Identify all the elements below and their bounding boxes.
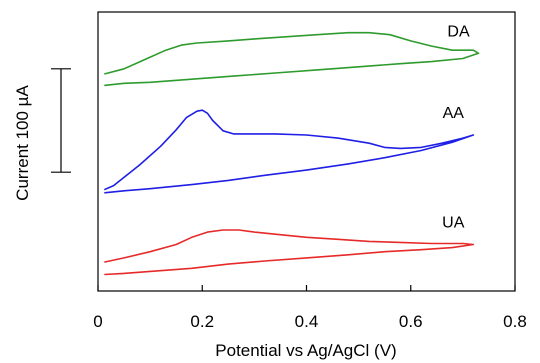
series-label-da: DA: [447, 23, 470, 40]
x-tick-label: 0.6: [399, 312, 423, 331]
x-axis: 0 0.2 0.4 0.6 0.8: [93, 285, 527, 331]
x-axis-title: Potential vs Ag/AgCl (V): [215, 341, 396, 360]
x-tick-label: 0.2: [190, 312, 214, 331]
series-label-aa: AA: [443, 105, 465, 122]
x-tick-label: 0.8: [503, 312, 527, 331]
y-scale-bar: [51, 68, 71, 173]
series-line-da: [104, 31, 480, 87]
series-line-ua: [104, 229, 475, 276]
x-tick-label: 0.4: [295, 312, 319, 331]
series-line-aa: [103, 109, 475, 194]
y-axis-title: Current 100 µA: [13, 85, 32, 201]
series-label-ua: UA: [442, 215, 465, 232]
series-layer: [103, 31, 480, 276]
series-labels: DA AA UA: [442, 23, 470, 231]
x-tick-label: 0: [93, 312, 102, 331]
